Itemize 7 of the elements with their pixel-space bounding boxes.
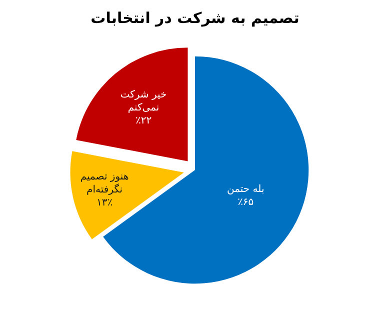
data-label: ٪۶۵ <box>238 196 254 208</box>
slice-label: خیر شرکت نمی‌کنم <box>120 89 167 114</box>
chart-title: تصمیم به شرکت در انتخابات <box>90 8 300 27</box>
slice-label: هنوز تصمیم نگرفته‌ام <box>80 172 129 196</box>
data-label: ٪۲۲ <box>135 115 152 126</box>
data-label: ۱۳٪ <box>96 198 113 209</box>
slice-label: بله حتمن <box>227 184 264 195</box>
